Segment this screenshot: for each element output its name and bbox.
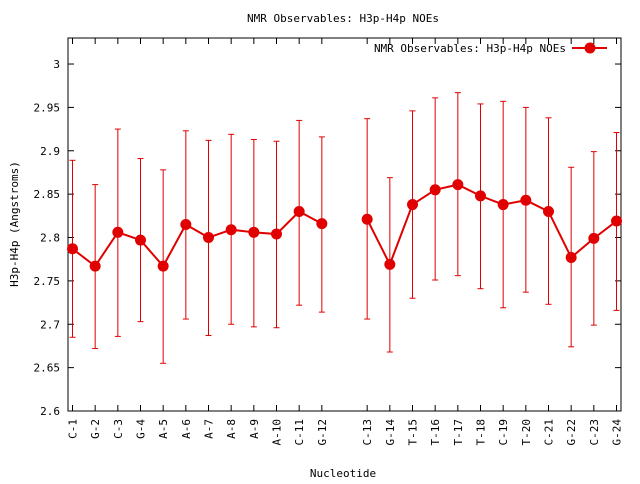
data-point [588, 232, 600, 244]
data-point [112, 226, 124, 238]
data-point [361, 213, 373, 225]
series-line [366, 183, 618, 267]
x-tick-label: C-11 [293, 419, 306, 446]
series-line [71, 210, 323, 268]
y-tick-label: 2.6 [40, 405, 60, 418]
x-tick-label: A-10 [271, 419, 284, 446]
data-point [293, 205, 305, 217]
error-bars [69, 92, 620, 364]
data-point [565, 251, 577, 263]
y-tick-label: 2.8 [40, 232, 60, 245]
x-tick-label: C-23 [588, 419, 601, 446]
x-tick-label: A-6 [180, 419, 193, 439]
x-tick-label: G-4 [135, 419, 148, 439]
data-point [520, 194, 532, 206]
data-point [180, 219, 192, 230]
x-tick-label: C-19 [497, 419, 510, 446]
data-points [67, 179, 622, 272]
data-point [611, 215, 622, 227]
data-point [316, 218, 328, 230]
data-point [89, 260, 101, 272]
x-tick-label: T-18 [475, 419, 488, 446]
y-tick-label: 2.7 [40, 318, 60, 331]
x-tick-label: C-13 [361, 419, 374, 446]
x-tick-label: C-1 [67, 419, 80, 439]
data-point [452, 179, 464, 191]
data-point [135, 234, 146, 246]
x-tick-label: G-14 [384, 419, 397, 446]
x-tick-label: T-15 [407, 419, 420, 446]
y-tick-label: 2.65 [34, 362, 61, 375]
y-tick-label: 2.75 [34, 275, 61, 288]
data-point [407, 199, 418, 211]
x-tick-label: T-20 [520, 419, 533, 446]
x-axis: C-1 G-2 C-3 G-4 A-5 A-6 A-7 A-8 A-9 A-10 C-11 G-12 C… [67, 38, 624, 446]
x-tick-label: G-2 [89, 419, 102, 439]
x-tick-label: T-16 [429, 419, 442, 446]
x-tick-label: A-7 [203, 419, 216, 439]
data-point [543, 205, 554, 217]
plot-frame [67, 37, 622, 412]
x-tick-label: T-17 [452, 419, 465, 446]
data-point [203, 232, 214, 244]
x-tick-label: C-3 [112, 419, 125, 439]
data-point [497, 199, 509, 211]
chart-title: NMR Observables: H3p-H4p NOEs [247, 12, 439, 25]
x-tick-label: A-8 [225, 419, 238, 439]
legend-label: NMR Observables: H3p-H4p NOEs [374, 42, 566, 55]
data-point [475, 190, 486, 202]
legend: NMR Observables: H3p-H4p NOEs [374, 42, 607, 55]
x-tick-label: G-12 [316, 419, 329, 446]
y-tick-label: 2.85 [34, 188, 61, 201]
data-point [67, 243, 78, 255]
x-tick-label: C-21 [543, 419, 556, 446]
y-tick-label: 3 [53, 58, 60, 71]
x-tick-label: G-24 [611, 419, 624, 446]
data-point [248, 226, 260, 238]
data-point [271, 228, 282, 240]
series-lines [71, 183, 618, 268]
y-tick-label: 2.95 [34, 101, 61, 114]
data-point [225, 224, 237, 236]
legend-marker [584, 42, 596, 54]
y-tick-label: 2.9 [40, 145, 60, 158]
x-tick-label: A-9 [248, 419, 261, 439]
data-point [429, 184, 441, 196]
data-point [384, 258, 396, 270]
x-tick-label: A-5 [157, 419, 170, 439]
y-axis: 2.6 2.65 2.7 2.75 2.8 2.85 2.9 2.95 3 [34, 58, 621, 418]
x-tick-label: G-22 [565, 419, 578, 446]
y-axis-title: H3p-H4p (Angstroms) [8, 161, 21, 287]
x-axis-title: Nucleotide [310, 467, 376, 480]
data-point [157, 260, 169, 272]
